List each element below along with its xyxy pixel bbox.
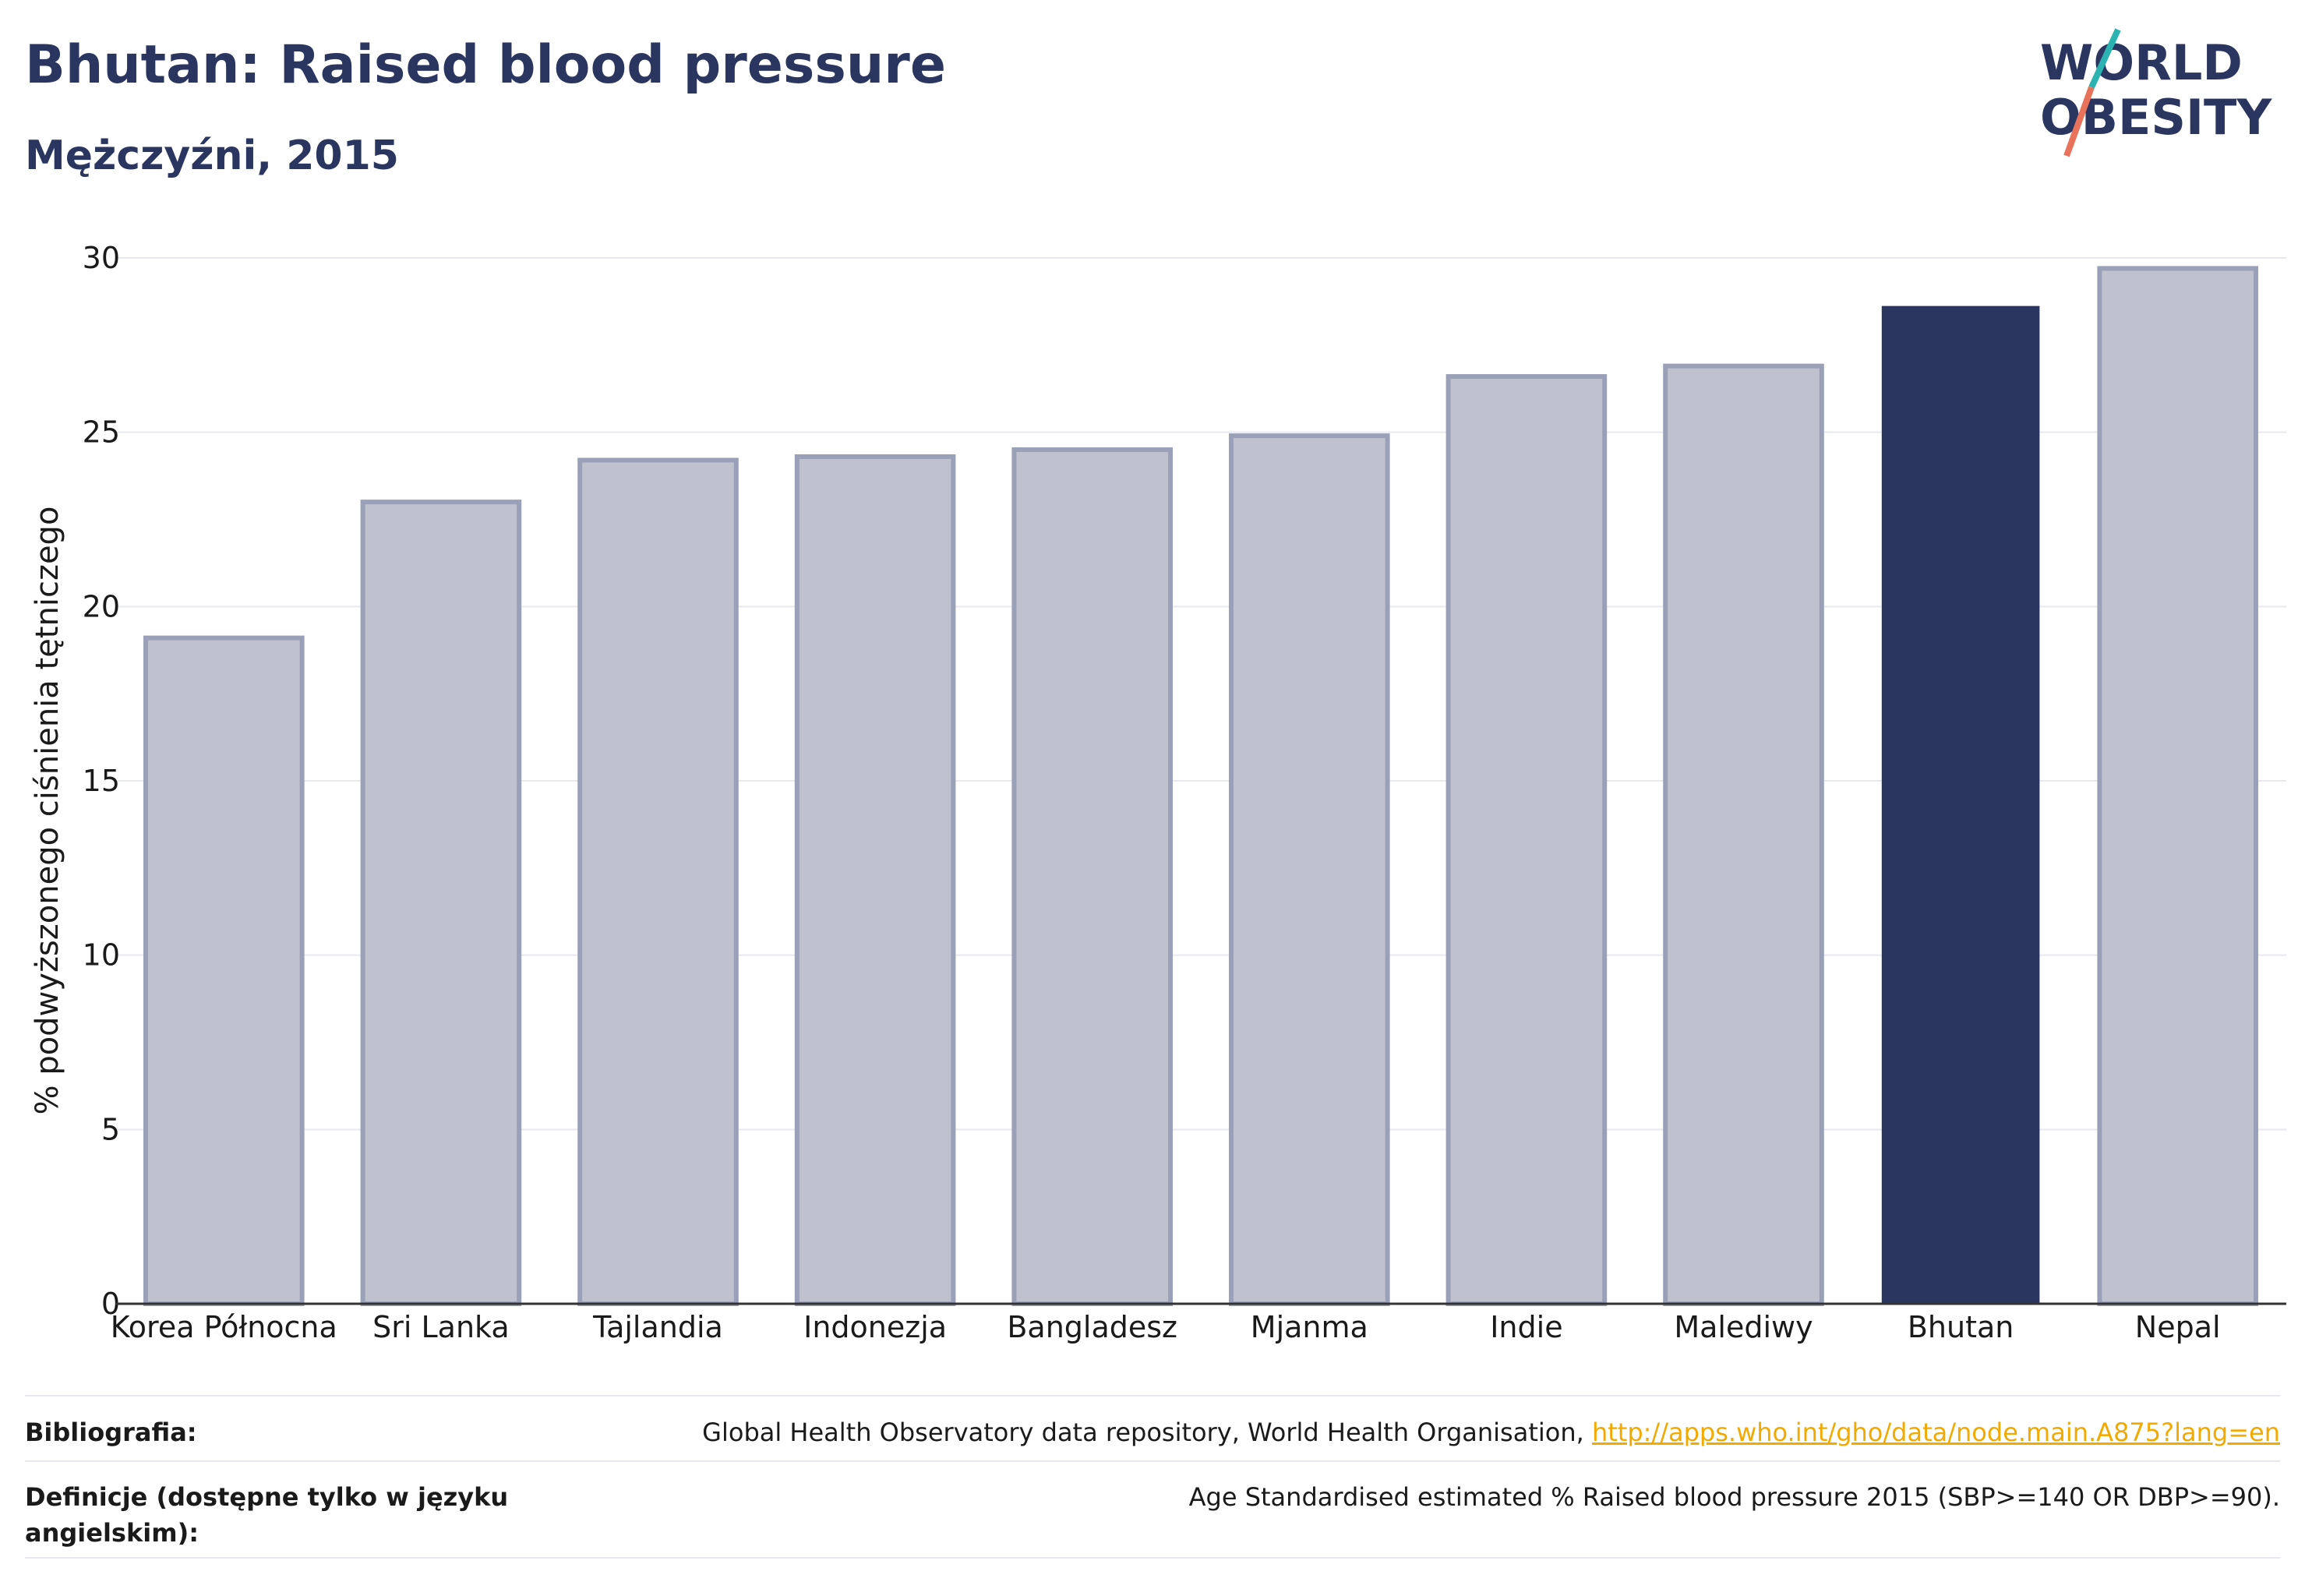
footer-divider-top xyxy=(25,1395,2280,1396)
bars xyxy=(143,266,2258,1307)
category-label: Indonezja xyxy=(803,1310,947,1344)
y-tick-label: 30 xyxy=(83,241,120,275)
logo-line1: WORLD xyxy=(2040,34,2243,91)
y-tick-label: 5 xyxy=(101,1112,120,1146)
bar-mjanma[interactable] xyxy=(1229,433,1390,1306)
bar-malediwy[interactable] xyxy=(1663,363,1824,1306)
bar-bangladesz[interactable] xyxy=(1011,447,1173,1306)
category-label: Mjanma xyxy=(1251,1310,1368,1344)
category-label: Korea Północna xyxy=(111,1310,337,1344)
category-label: Bangladesz xyxy=(1007,1310,1177,1344)
category-label: Sri Lanka xyxy=(372,1310,510,1344)
bar-tajlandia[interactable] xyxy=(577,457,739,1306)
y-tick-label: 20 xyxy=(83,589,120,623)
page-subtitle: Mężczyźni, 2015 xyxy=(25,132,399,179)
category-label: Indie xyxy=(1490,1310,1562,1344)
world-obesity-logo: WORLD OBESITY xyxy=(2040,28,2272,157)
bar-indonezja[interactable] xyxy=(794,454,956,1306)
bar-sri-lanka[interactable] xyxy=(360,500,522,1307)
bibliography-text: Global Health Observatory data repositor… xyxy=(702,1418,1592,1447)
y-axis-label: % podwyższonego ciśnienia tętniczego xyxy=(30,507,65,1115)
category-labels: Korea Północna Sri Lanka Tajlandia Indonezj… xyxy=(111,1310,2221,1344)
definitions-value: Age Standardised estimated % Raised bloo… xyxy=(1188,1482,2280,1512)
bar-nepal[interactable] xyxy=(2097,266,2258,1306)
category-label: Nepal xyxy=(2135,1310,2221,1344)
page-title: Bhutan: Raised blood pressure xyxy=(25,34,946,96)
category-label: Tajlandia xyxy=(592,1310,723,1344)
bar-indie[interactable] xyxy=(1445,374,1608,1306)
bibliography-value: Global Health Observatory data repositor… xyxy=(702,1414,2280,1450)
y-tick-label: 15 xyxy=(83,764,120,798)
bibliography-link[interactable]: http://apps.who.int/gho/data/node.main.A… xyxy=(1591,1418,2280,1447)
bar-korea-północna[interactable] xyxy=(143,635,305,1306)
footer-definitions-row: Definicje (dostępne tylko w języku angie… xyxy=(25,1479,2280,1557)
y-tick-label: 25 xyxy=(83,415,120,450)
footer-divider-bottom xyxy=(25,1557,2280,1559)
logo-slash-coral xyxy=(2063,86,2095,157)
logo-slash-teal xyxy=(2088,28,2121,89)
bibliography-label: Bibliografia: xyxy=(25,1418,197,1447)
category-label: Bhutan xyxy=(1908,1310,2014,1344)
footer-bibliography-row: Bibliografia: Global Health Observatory … xyxy=(25,1414,2280,1453)
footer-divider-middle xyxy=(25,1460,2280,1462)
definitions-label: Definicje (dostępne tylko w języku angie… xyxy=(25,1482,509,1548)
bar-bhutan[interactable] xyxy=(1881,305,2040,1305)
y-tick-label: 10 xyxy=(83,938,120,973)
category-label: Malediwy xyxy=(1674,1310,1813,1344)
